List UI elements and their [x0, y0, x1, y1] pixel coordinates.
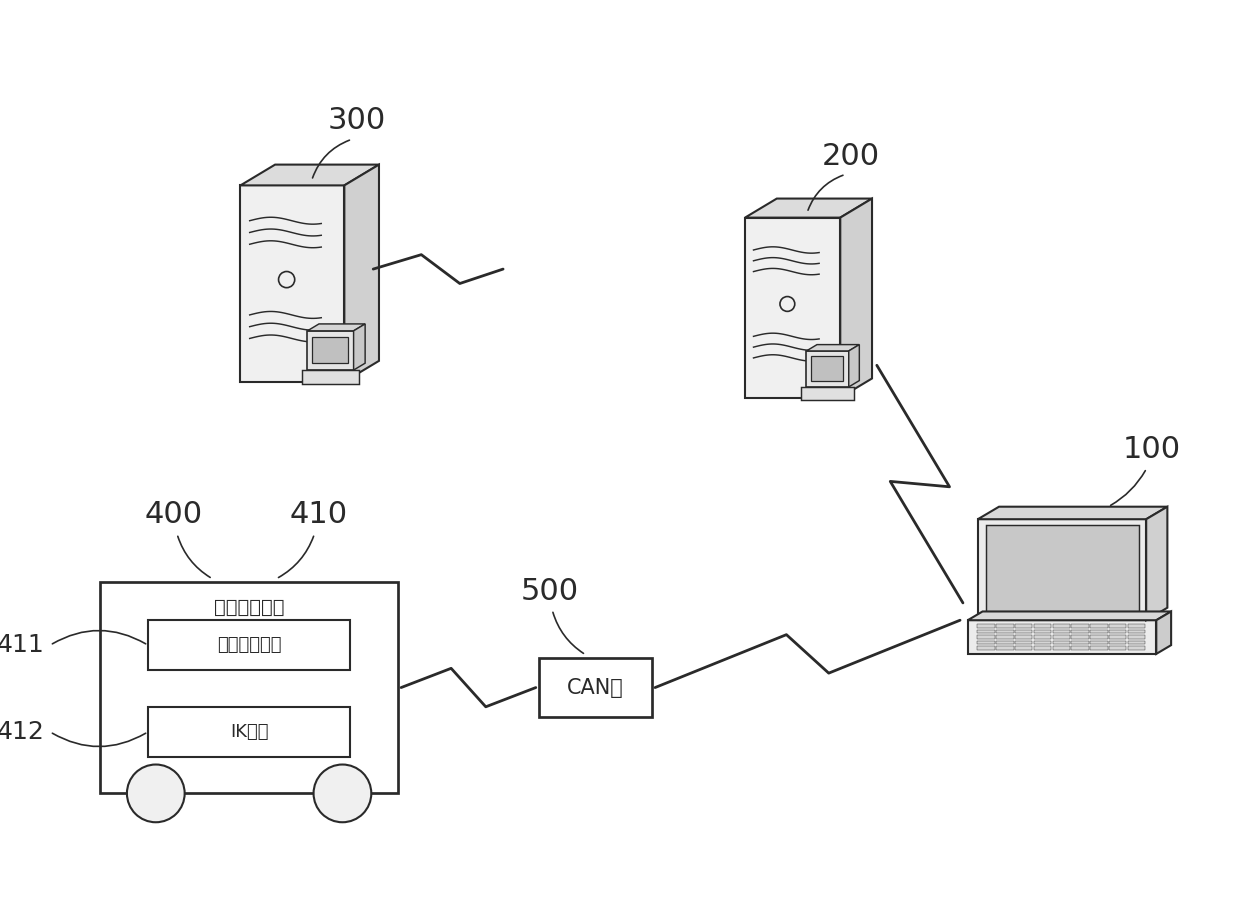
- Polygon shape: [967, 612, 1171, 620]
- Bar: [977, 647, 994, 650]
- Bar: [1016, 635, 1033, 639]
- Bar: [1053, 647, 1070, 650]
- Bar: [1016, 624, 1033, 628]
- Polygon shape: [978, 507, 1167, 519]
- Bar: [996, 630, 1013, 633]
- Bar: [1090, 630, 1107, 633]
- Polygon shape: [1157, 612, 1171, 654]
- Polygon shape: [308, 331, 353, 370]
- Bar: [1090, 624, 1107, 628]
- Bar: [1071, 624, 1089, 628]
- Polygon shape: [1146, 507, 1167, 620]
- Bar: [977, 635, 994, 639]
- Polygon shape: [806, 351, 848, 387]
- Bar: [1128, 624, 1146, 628]
- Bar: [1128, 640, 1146, 644]
- Text: 412: 412: [0, 719, 45, 744]
- Bar: [148, 707, 350, 757]
- Bar: [1071, 630, 1089, 633]
- Polygon shape: [301, 370, 360, 384]
- Bar: [1109, 624, 1126, 628]
- Polygon shape: [806, 344, 859, 351]
- Bar: [1128, 647, 1146, 650]
- Bar: [1034, 630, 1052, 633]
- Bar: [1016, 647, 1033, 650]
- Bar: [977, 624, 994, 628]
- Text: 410: 410: [289, 500, 347, 529]
- Polygon shape: [978, 519, 1146, 620]
- Text: CAN盒: CAN盒: [567, 677, 624, 698]
- Polygon shape: [745, 218, 841, 397]
- Text: 200: 200: [821, 143, 879, 171]
- Bar: [538, 658, 652, 718]
- Bar: [1128, 635, 1146, 639]
- Bar: [1053, 630, 1070, 633]
- Polygon shape: [241, 165, 379, 186]
- Bar: [1034, 635, 1052, 639]
- Bar: [1109, 635, 1126, 639]
- Text: 411: 411: [0, 633, 45, 658]
- Polygon shape: [312, 336, 347, 363]
- Bar: [1034, 624, 1052, 628]
- Text: 100: 100: [1122, 435, 1180, 465]
- Bar: [1071, 635, 1089, 639]
- Bar: [1071, 640, 1089, 644]
- Polygon shape: [848, 344, 859, 387]
- Polygon shape: [967, 620, 1157, 654]
- Polygon shape: [241, 186, 345, 381]
- Bar: [1034, 640, 1052, 644]
- Bar: [996, 635, 1013, 639]
- Bar: [1034, 647, 1052, 650]
- Bar: [1053, 635, 1070, 639]
- Circle shape: [126, 764, 185, 823]
- Bar: [977, 630, 994, 633]
- Bar: [1090, 635, 1107, 639]
- Bar: [1053, 624, 1070, 628]
- Bar: [1109, 647, 1126, 650]
- Bar: [100, 582, 398, 793]
- Polygon shape: [353, 324, 365, 370]
- Text: IK模块: IK模块: [229, 723, 268, 741]
- Polygon shape: [345, 165, 379, 381]
- Bar: [1090, 647, 1107, 650]
- Circle shape: [314, 764, 371, 823]
- Bar: [148, 620, 350, 670]
- Bar: [996, 640, 1013, 644]
- Bar: [1016, 640, 1033, 644]
- Bar: [977, 640, 994, 644]
- Bar: [996, 624, 1013, 628]
- Polygon shape: [811, 356, 843, 380]
- Polygon shape: [841, 198, 872, 397]
- Text: 400: 400: [145, 500, 203, 529]
- Polygon shape: [745, 198, 872, 218]
- Polygon shape: [986, 525, 1138, 614]
- Text: 电子控制单元: 电子控制单元: [213, 598, 284, 617]
- Bar: [1053, 640, 1070, 644]
- Text: 车载终端模块: 车载终端模块: [217, 636, 281, 654]
- Polygon shape: [308, 324, 365, 331]
- Bar: [996, 647, 1013, 650]
- Bar: [1071, 647, 1089, 650]
- Bar: [1109, 640, 1126, 644]
- Polygon shape: [801, 387, 854, 400]
- Bar: [1016, 630, 1033, 633]
- Text: 300: 300: [327, 107, 386, 135]
- Bar: [1109, 630, 1126, 633]
- Text: 500: 500: [521, 577, 578, 605]
- Bar: [1090, 640, 1107, 644]
- Bar: [1128, 630, 1146, 633]
